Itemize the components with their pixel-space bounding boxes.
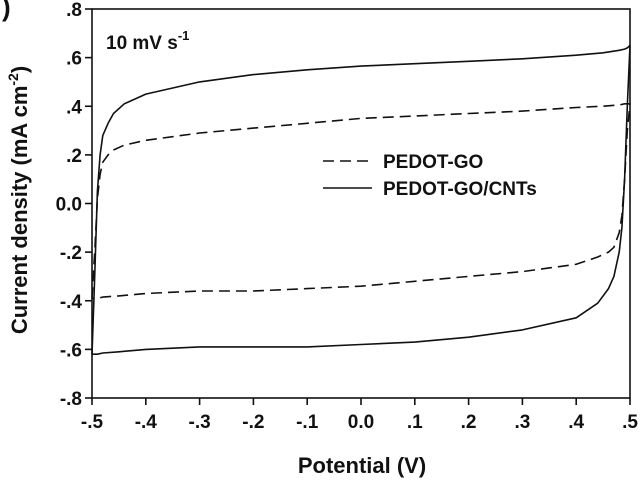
y-tick-label: -.6 — [60, 340, 82, 361]
y-tick-label: -.8 — [60, 389, 82, 410]
x-tick-label: .3 — [514, 412, 530, 433]
y-tick-label: -.2 — [60, 243, 82, 264]
legend: PEDOT-GO PEDOT-GO/CNTs — [323, 152, 537, 200]
x-tick-label: -.3 — [189, 412, 211, 433]
panel-letter: ) — [2, 0, 11, 22]
y-tick-label: 0.0 — [56, 195, 82, 216]
y-tick-label: .2 — [66, 146, 82, 167]
y-tick-label: -.4 — [60, 292, 83, 313]
series-line-pedot-go-cnts — [91, 44, 631, 356]
x-tick-label: -.2 — [242, 412, 264, 433]
x-tick-label: .5 — [622, 412, 638, 433]
legend-label-pedot-go-cnts: PEDOT-GO/CNTs — [383, 179, 537, 200]
scan-rate-annotation: 10 mV s-1 — [106, 28, 189, 54]
plot-frame — [91, 8, 631, 399]
series-group — [91, 44, 631, 356]
x-axis-title: Potential (V) — [298, 453, 426, 478]
x-axis-ticks: -.5 -.4 -.3 -.2 -.1 0.0 .1 .2 .3 .4 .5 — [81, 398, 638, 433]
x-tick-label: -.4 — [135, 412, 158, 433]
y-axis-title: Current density (mA cm-2) — [5, 66, 32, 334]
x-tick-label: -.5 — [81, 412, 104, 433]
x-tick-label: .2 — [461, 412, 477, 433]
x-tick-label: .1 — [407, 412, 423, 433]
legend-label-pedot-go: PEDOT-GO — [383, 152, 483, 173]
y-tick-label: .4 — [66, 97, 82, 118]
y-tick-label: .8 — [66, 0, 82, 21]
y-axis-ticks: -.8 -.6 -.4 -.2 0.0 .2 .4 .6 .8 — [56, 0, 92, 410]
x-tick-label: .4 — [568, 412, 584, 433]
series-line-pedot-go — [91, 103, 631, 300]
x-tick-label: 0.0 — [348, 412, 374, 433]
x-tick-label: -.1 — [296, 412, 319, 433]
y-tick-label: .6 — [66, 49, 82, 70]
